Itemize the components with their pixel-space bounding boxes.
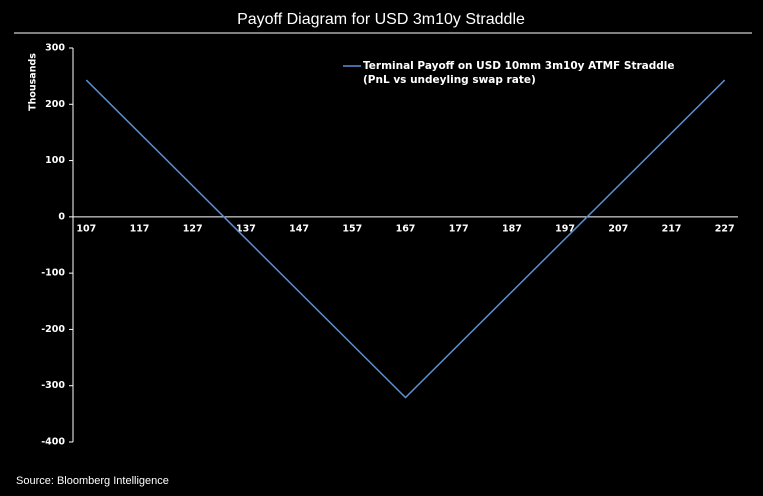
chart-title: Payoff Diagram for USD 3m10y Straddle xyxy=(237,11,525,28)
x-tick-label: 157 xyxy=(342,223,362,234)
y-tick-label: 0 xyxy=(58,211,65,222)
y-tick-label: 100 xyxy=(45,155,65,166)
x-tick-label: 207 xyxy=(608,223,628,234)
legend-note: (PnL vs undeyling swap rate) xyxy=(363,74,536,86)
y-tick-label: -400 xyxy=(41,437,65,448)
legend-label: Terminal Payoff on USD 10mm 3m10y ATMF S… xyxy=(363,60,674,72)
y-tick-label: 200 xyxy=(45,99,65,110)
x-tick-label: 137 xyxy=(236,223,256,234)
x-tick-label: 107 xyxy=(76,223,96,234)
x-tick-label: 197 xyxy=(555,223,575,234)
source: Source: Bloomberg Intelligence xyxy=(16,475,169,487)
y-tick-label: -200 xyxy=(41,324,65,335)
x-tick-label: 147 xyxy=(289,223,309,234)
y-tick-label: 300 xyxy=(45,43,65,54)
x-tick-label: 167 xyxy=(396,223,416,234)
x-tick-label: 127 xyxy=(183,223,203,234)
y-tick-label: -300 xyxy=(41,380,65,391)
x-tick-label: 217 xyxy=(662,223,682,234)
x-tick-label: 117 xyxy=(130,223,150,234)
y-tick-label: -100 xyxy=(41,268,65,279)
x-tick-label: 177 xyxy=(449,223,469,234)
payoff-line xyxy=(85,79,726,399)
x-tick-label: 187 xyxy=(502,223,522,234)
y-axis-label: Thousands xyxy=(28,53,39,111)
x-tick-label: 227 xyxy=(715,223,735,234)
